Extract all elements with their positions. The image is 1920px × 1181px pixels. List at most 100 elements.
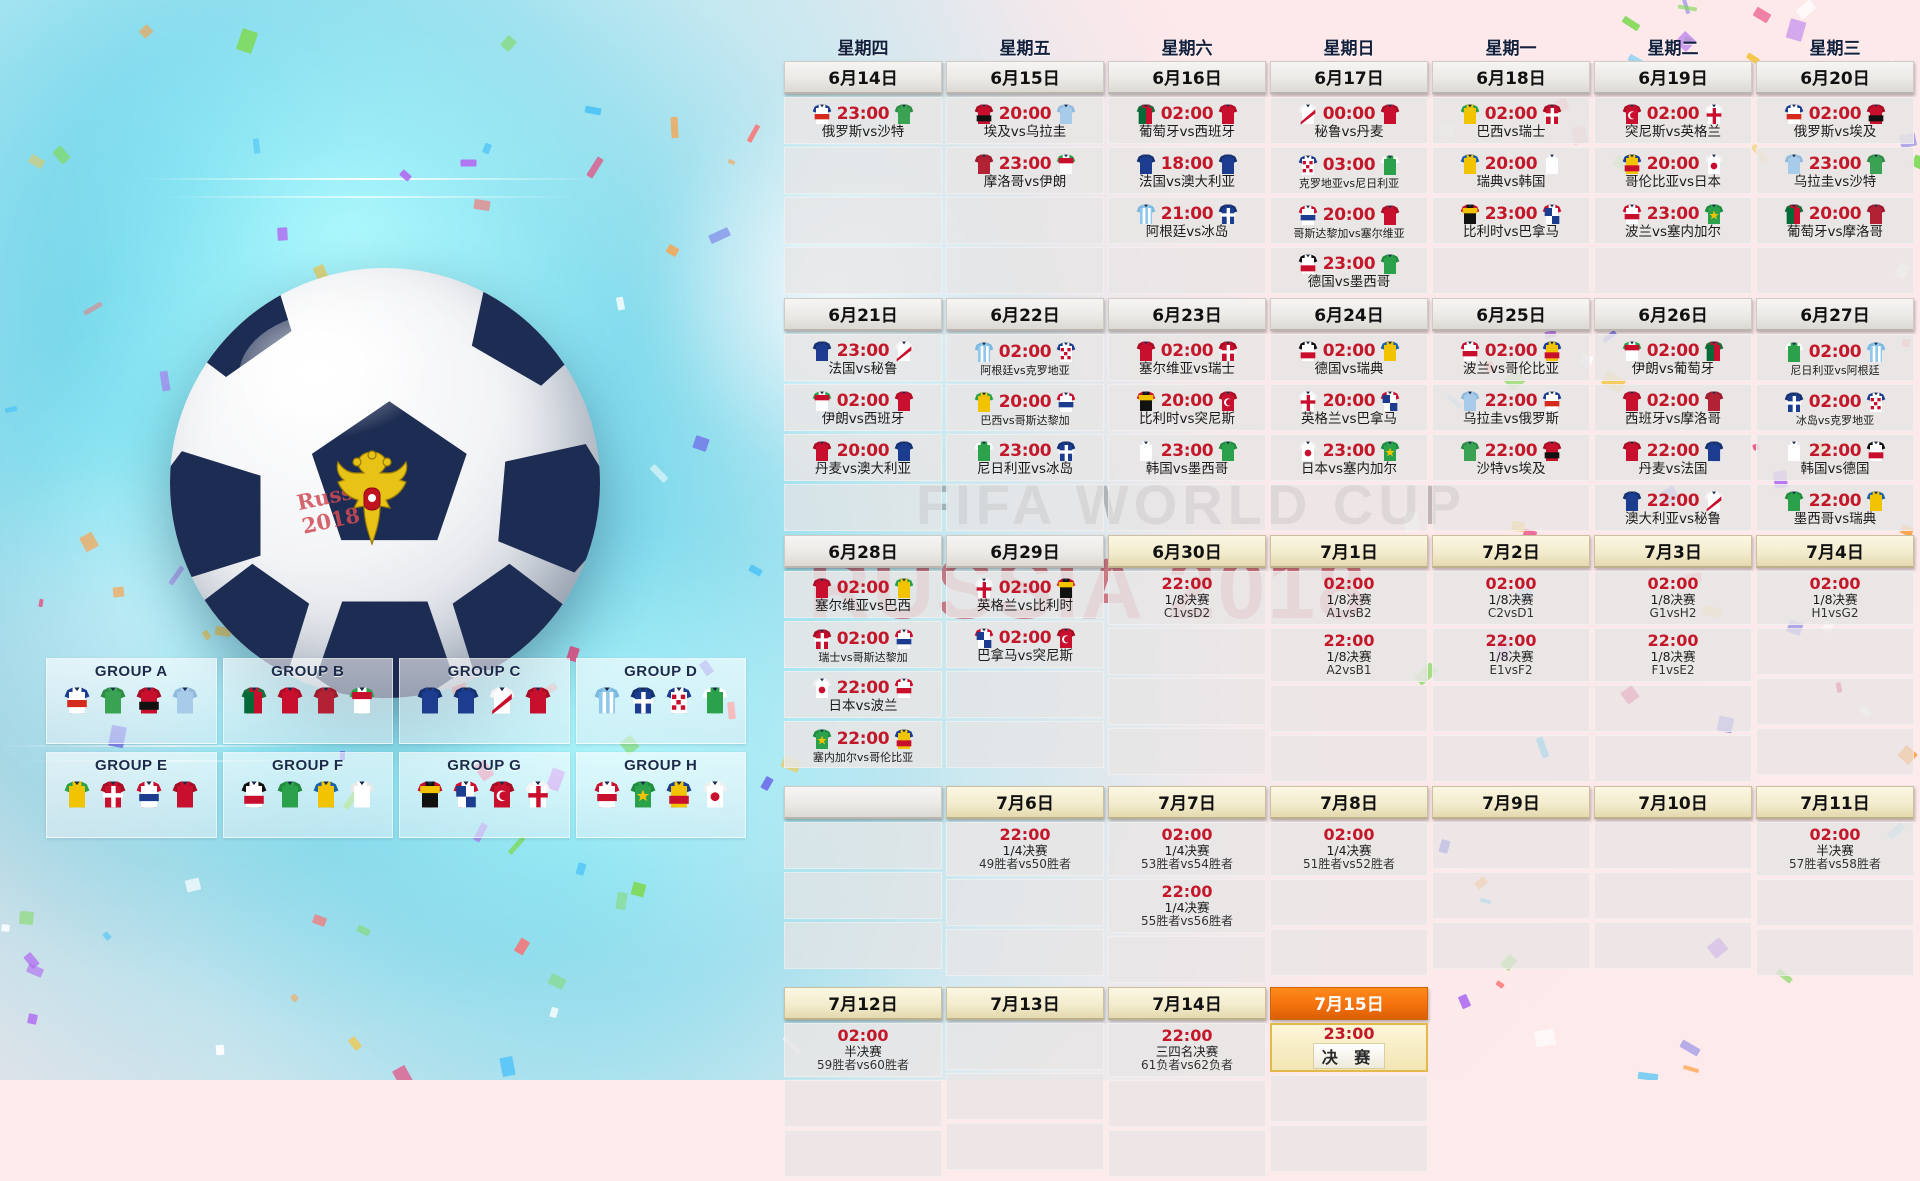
knockout-match-cell[interactable]: 02:00 1/8决赛 A1vsB2 bbox=[1270, 571, 1428, 625]
date-header-7月1日[interactable]: 7月1日 bbox=[1270, 535, 1428, 568]
date-header-6月26日[interactable]: 6月26日 bbox=[1594, 298, 1752, 331]
match-cell[interactable]: 22:00 丹麦vs法国 bbox=[1594, 434, 1752, 481]
match-cell[interactable]: 22:00 墨西哥vs瑞典 bbox=[1756, 484, 1914, 531]
match-cell[interactable]: 23:00 韩国vs墨西哥 bbox=[1108, 434, 1266, 481]
date-header-7月11日[interactable]: 7月11日 bbox=[1756, 786, 1914, 819]
date-header-7月12日[interactable]: 7月12日 bbox=[784, 987, 942, 1020]
match-cell[interactable]: 20:00 比利时vs突尼斯 bbox=[1108, 384, 1266, 431]
date-header-7月7日[interactable]: 7月7日 bbox=[1108, 786, 1266, 819]
group-group-e[interactable]: GROUP E bbox=[46, 752, 217, 838]
date-header-7月6日[interactable]: 7月6日 bbox=[946, 786, 1104, 819]
knockout-match-cell[interactable]: 02:00 1/4决赛 51胜者vs52胜者 bbox=[1270, 822, 1428, 876]
match-cell[interactable]: 22:00 塞内加尔vs哥伦比亚 bbox=[784, 721, 942, 768]
match-cell[interactable]: 23:00 俄罗斯vs沙特 bbox=[784, 97, 942, 144]
knockout-match-cell[interactable]: 02:00 1/8决赛 C2vsD1 bbox=[1432, 571, 1590, 625]
group-group-b[interactable]: GROUP B bbox=[222, 658, 393, 744]
knockout-match-cell[interactable]: 02:00 1/4决赛 53胜者vs54胜者 bbox=[1108, 822, 1266, 876]
knockout-match-cell[interactable]: 22:00 1/4决赛 55胜者vs56胜者 bbox=[1108, 879, 1266, 933]
match-cell[interactable]: 02:00 西班牙vs摩洛哥 bbox=[1594, 384, 1752, 431]
date-header-6月24日[interactable]: 6月24日 bbox=[1270, 298, 1428, 331]
match-cell[interactable]: 02:00 阿根廷vs克罗地亚 bbox=[946, 334, 1104, 381]
group-group-f[interactable]: GROUP F bbox=[222, 752, 393, 838]
date-header-6月16日[interactable]: 6月16日 bbox=[1108, 61, 1266, 94]
match-cell[interactable]: 20:00 哥斯达黎加vs塞尔维亚 bbox=[1270, 197, 1428, 244]
match-cell[interactable]: 00:00 秘鲁vs丹麦 bbox=[1270, 97, 1428, 144]
match-cell[interactable]: 02:00 俄罗斯vs埃及 bbox=[1756, 97, 1914, 144]
date-header-7月3日[interactable]: 7月3日 bbox=[1594, 535, 1752, 568]
match-cell[interactable]: 02:00 尼日利亚vs阿根廷 bbox=[1756, 334, 1914, 381]
match-cell[interactable]: 02:00 巴西vs瑞士 bbox=[1432, 97, 1590, 144]
match-cell[interactable]: 02:00 伊朗vs西班牙 bbox=[784, 384, 942, 431]
match-cell[interactable]: 02:00 英格兰vs比利时 bbox=[946, 571, 1104, 618]
date-header-7月4日[interactable]: 7月4日 bbox=[1756, 535, 1914, 568]
date-header-7月14日[interactable]: 7月14日 bbox=[1108, 987, 1266, 1020]
date-header-6月28日[interactable]: 6月28日 bbox=[784, 535, 942, 568]
match-cell[interactable]: 22:00 日本vs波兰 bbox=[784, 671, 942, 718]
date-header-6月21日[interactable]: 6月21日 bbox=[784, 298, 942, 331]
match-cell[interactable]: 20:00 丹麦vs澳大利亚 bbox=[784, 434, 942, 481]
match-cell[interactable]: 22:00 韩国vs德国 bbox=[1756, 434, 1914, 481]
match-cell[interactable]: 20:00 巴西vs哥斯达黎加 bbox=[946, 384, 1104, 431]
match-cell[interactable]: 23:00 法国vs秘鲁 bbox=[784, 334, 942, 381]
match-cell[interactable]: 22:00 澳大利亚vs秘鲁 bbox=[1594, 484, 1752, 531]
match-cell[interactable]: 20:00 英格兰vs巴拿马 bbox=[1270, 384, 1428, 431]
date-header-7月2日[interactable]: 7月2日 bbox=[1432, 535, 1590, 568]
knockout-match-cell[interactable]: 02:00 半决赛 57胜者vs58胜者 bbox=[1756, 822, 1914, 876]
knockout-match-cell[interactable]: 22:00 1/8决赛 A2vsB1 bbox=[1270, 628, 1428, 682]
match-cell[interactable]: 20:00 瑞典vs韩国 bbox=[1432, 147, 1590, 194]
match-cell[interactable]: 22:00 乌拉圭vs俄罗斯 bbox=[1432, 384, 1590, 431]
knockout-match-cell[interactable]: 22:00 1/8决赛 F1vsE2 bbox=[1594, 628, 1752, 682]
knockout-match-cell[interactable]: 22:00 三四名决赛 61负者vs62负者 bbox=[1108, 1023, 1266, 1077]
knockout-match-cell[interactable]: 02:00 半决赛 59胜者vs60胜者 bbox=[784, 1023, 942, 1077]
match-cell[interactable]: 02:00 塞尔维亚vs瑞士 bbox=[1108, 334, 1266, 381]
date-header-6月15日[interactable]: 6月15日 bbox=[946, 61, 1104, 94]
date-header-7月8日[interactable]: 7月8日 bbox=[1270, 786, 1428, 819]
match-cell[interactable]: 02:00 突尼斯vs英格兰 bbox=[1594, 97, 1752, 144]
match-cell[interactable]: 02:00 瑞士vs哥斯达黎加 bbox=[784, 621, 942, 668]
match-cell[interactable]: 18:00 法国vs澳大利亚 bbox=[1108, 147, 1266, 194]
match-cell[interactable]: 02:00 波兰vs哥伦比亚 bbox=[1432, 334, 1590, 381]
knockout-match-cell[interactable]: 22:00 1/4决赛 49胜者vs50胜者 bbox=[946, 822, 1104, 876]
match-cell[interactable]: 20:00 哥伦比亚vs日本 bbox=[1594, 147, 1752, 194]
date-header-6月23日[interactable]: 6月23日 bbox=[1108, 298, 1266, 331]
date-header-7月9日[interactable]: 7月9日 bbox=[1432, 786, 1590, 819]
match-cell[interactable]: 23:00 日本vs塞内加尔 bbox=[1270, 434, 1428, 481]
date-header-6月17日[interactable]: 6月17日 bbox=[1270, 61, 1428, 94]
match-cell[interactable]: 02:00 冰岛vs克罗地亚 bbox=[1756, 384, 1914, 431]
match-cell[interactable]: 23:00 摩洛哥vs伊朗 bbox=[946, 147, 1104, 194]
date-header-6月30日[interactable]: 6月30日 bbox=[1108, 535, 1266, 568]
date-header-6月22日[interactable]: 6月22日 bbox=[946, 298, 1104, 331]
match-cell[interactable]: 22:00 沙特vs埃及 bbox=[1432, 434, 1590, 481]
date-header-6月14日[interactable]: 6月14日 bbox=[784, 61, 942, 94]
group-group-h[interactable]: GROUP H bbox=[575, 752, 746, 838]
match-cell[interactable]: 02:00 德国vs瑞典 bbox=[1270, 334, 1428, 381]
match-cell[interactable]: 23:00 尼日利亚vs冰岛 bbox=[946, 434, 1104, 481]
match-cell[interactable]: 02:00 巴拿马vs突尼斯 bbox=[946, 621, 1104, 668]
match-cell[interactable]: 03:00 克罗地亚vs尼日利亚 bbox=[1270, 147, 1428, 194]
knockout-match-cell[interactable]: 22:00 1/8决赛 C1vsD2 bbox=[1108, 571, 1266, 625]
date-header-6月29日[interactable]: 6月29日 bbox=[946, 535, 1104, 568]
date-header-empty[interactable] bbox=[784, 786, 942, 819]
date-header-6月19日[interactable]: 6月19日 bbox=[1594, 61, 1752, 94]
match-cell[interactable]: 23:00 波兰vs塞内加尔 bbox=[1594, 197, 1752, 244]
knockout-match-cell[interactable]: 22:00 1/8决赛 E1vsF2 bbox=[1432, 628, 1590, 682]
knockout-match-cell[interactable]: 02:00 1/8决赛 H1vsG2 bbox=[1756, 571, 1914, 625]
group-group-d[interactable]: GROUP D bbox=[575, 658, 746, 744]
group-group-g[interactable]: GROUP G bbox=[399, 752, 570, 838]
knockout-match-cell[interactable]: 02:00 1/8决赛 G1vsH2 bbox=[1594, 571, 1752, 625]
date-header-6月18日[interactable]: 6月18日 bbox=[1432, 61, 1590, 94]
match-cell[interactable]: 21:00 阿根廷vs冰岛 bbox=[1108, 197, 1266, 244]
match-cell[interactable]: 20:00 葡萄牙vs摩洛哥 bbox=[1756, 197, 1914, 244]
group-group-c[interactable]: GROUP C bbox=[399, 658, 570, 744]
match-cell[interactable]: 02:00 伊朗vs葡萄牙 bbox=[1594, 334, 1752, 381]
date-header-6月27日[interactable]: 6月27日 bbox=[1756, 298, 1914, 331]
match-cell[interactable]: 23:00 德国vs墨西哥 bbox=[1270, 247, 1428, 294]
match-cell[interactable]: 02:00 葡萄牙vs西班牙 bbox=[1108, 97, 1266, 144]
match-cell[interactable]: 02:00 塞尔维亚vs巴西 bbox=[784, 571, 942, 618]
date-header-6月20日[interactable]: 6月20日 bbox=[1756, 61, 1914, 94]
match-cell[interactable]: 20:00 埃及vs乌拉圭 bbox=[946, 97, 1104, 144]
match-cell[interactable]: 23:00 乌拉圭vs沙特 bbox=[1756, 147, 1914, 194]
final-match-cell[interactable]: 23:00 决 赛 bbox=[1270, 1023, 1428, 1072]
group-group-a[interactable]: GROUP A bbox=[46, 658, 217, 744]
date-header-7月13日[interactable]: 7月13日 bbox=[946, 987, 1104, 1020]
